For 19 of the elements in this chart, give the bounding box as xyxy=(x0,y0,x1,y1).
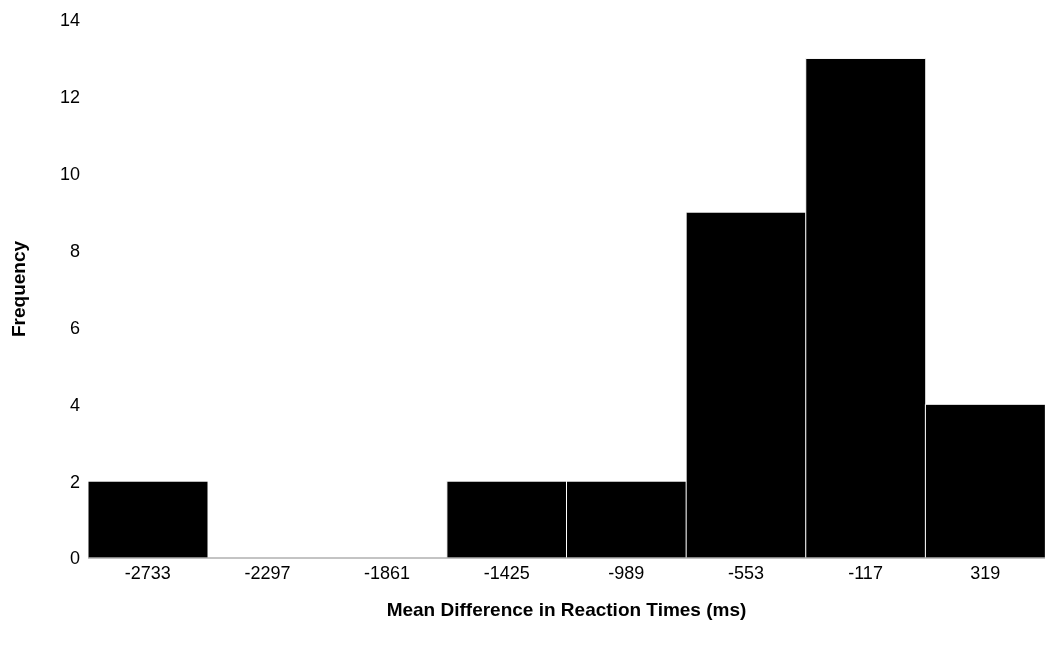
x-tick-label: -1425 xyxy=(483,562,530,583)
x-tick-label: 319 xyxy=(970,562,1001,583)
y-tick-label: 2 xyxy=(69,471,80,492)
bar xyxy=(87,480,209,558)
x-tick-label: -989 xyxy=(608,562,645,583)
y-axis-title: Frequency xyxy=(7,240,29,338)
y-tick-label: 12 xyxy=(59,87,80,108)
y-tick-label: 4 xyxy=(69,394,80,415)
y-tick-label: 6 xyxy=(69,317,80,338)
y-tick-label: 0 xyxy=(69,548,80,569)
x-axis-title: Mean Difference in Reaction Times (ms) xyxy=(386,599,747,620)
y-tick-label: 14 xyxy=(59,10,80,31)
x-tick-label: -553 xyxy=(727,562,764,583)
y-tick-label: 8 xyxy=(69,240,80,261)
x-tick-label: -117 xyxy=(848,562,883,583)
x-tick-label: -2297 xyxy=(244,562,291,583)
x-tick-label: -1861 xyxy=(364,562,411,583)
x-tick-label: -2733 xyxy=(124,562,171,583)
y-tick-label: 10 xyxy=(59,164,80,185)
